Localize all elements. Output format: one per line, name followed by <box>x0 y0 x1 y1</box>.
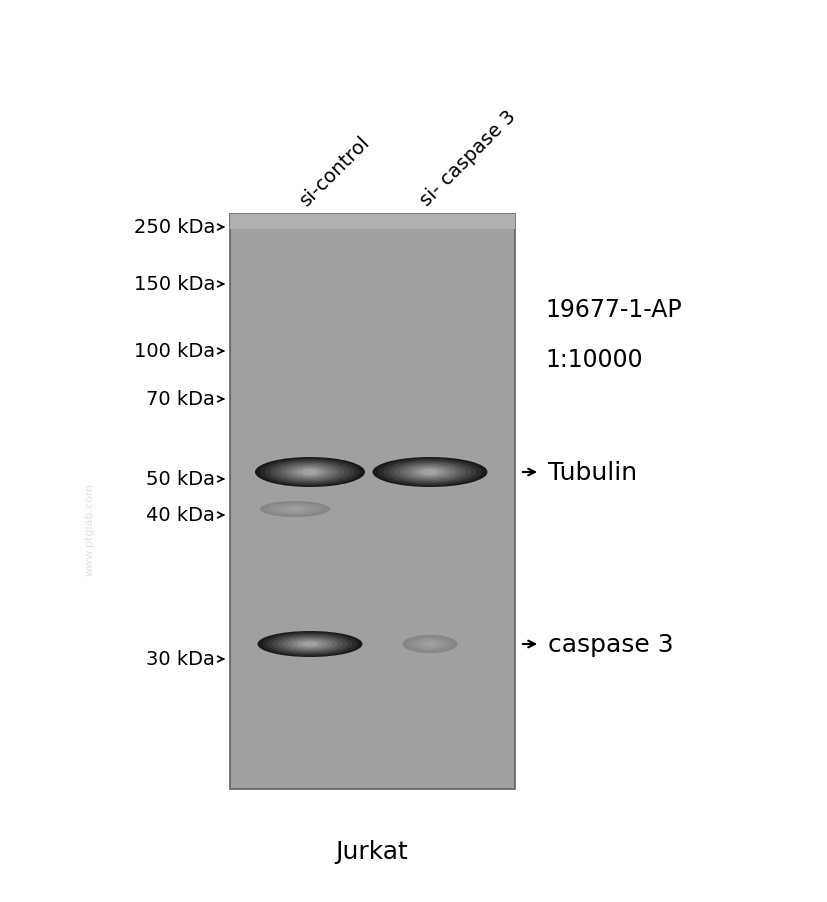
Ellipse shape <box>415 468 443 477</box>
Text: 250 kDa: 250 kDa <box>133 218 215 237</box>
Ellipse shape <box>255 457 365 487</box>
Ellipse shape <box>404 465 454 480</box>
Ellipse shape <box>418 640 440 649</box>
Text: caspase 3: caspase 3 <box>547 632 673 657</box>
Text: si-control: si-control <box>296 133 374 210</box>
Ellipse shape <box>399 465 460 481</box>
Ellipse shape <box>402 635 457 653</box>
Ellipse shape <box>268 503 321 516</box>
Ellipse shape <box>289 508 300 511</box>
Ellipse shape <box>280 465 338 481</box>
Ellipse shape <box>287 639 332 650</box>
Ellipse shape <box>410 467 449 478</box>
Ellipse shape <box>421 469 438 475</box>
Ellipse shape <box>265 460 354 484</box>
Text: 1:10000: 1:10000 <box>544 347 642 372</box>
Ellipse shape <box>302 641 318 647</box>
Ellipse shape <box>405 636 454 652</box>
Ellipse shape <box>301 469 318 475</box>
Text: 70 kDa: 70 kDa <box>146 390 215 409</box>
Ellipse shape <box>260 459 360 486</box>
Ellipse shape <box>282 637 337 651</box>
Text: 19677-1-AP: 19677-1-AP <box>544 298 681 322</box>
Ellipse shape <box>412 639 447 650</box>
Ellipse shape <box>272 635 347 654</box>
Ellipse shape <box>281 506 308 513</box>
Ellipse shape <box>372 457 487 487</box>
Bar <box>230 215 514 230</box>
Text: www.ptglab.com: www.ptglab.com <box>85 483 95 575</box>
Text: si- caspase 3: si- caspase 3 <box>416 106 519 210</box>
Ellipse shape <box>389 462 471 483</box>
Ellipse shape <box>292 640 327 649</box>
Ellipse shape <box>422 641 437 647</box>
Text: Jurkat: Jurkat <box>335 839 408 863</box>
Ellipse shape <box>286 465 333 480</box>
Ellipse shape <box>267 633 352 655</box>
Ellipse shape <box>383 460 476 484</box>
Ellipse shape <box>277 505 313 514</box>
Ellipse shape <box>260 502 330 518</box>
Text: 100 kDa: 100 kDa <box>134 342 215 361</box>
Ellipse shape <box>270 462 349 483</box>
Ellipse shape <box>415 640 443 649</box>
Ellipse shape <box>394 463 466 483</box>
Ellipse shape <box>377 459 481 486</box>
Ellipse shape <box>264 502 325 517</box>
Ellipse shape <box>277 636 342 653</box>
Text: 40 kDa: 40 kDa <box>146 506 215 525</box>
Text: Tubulin: Tubulin <box>547 461 636 484</box>
Ellipse shape <box>425 642 433 646</box>
Text: 50 kDa: 50 kDa <box>146 470 215 489</box>
Text: 30 kDa: 30 kDa <box>146 649 215 668</box>
Ellipse shape <box>296 468 323 477</box>
Ellipse shape <box>275 463 344 483</box>
Ellipse shape <box>297 640 323 648</box>
Ellipse shape <box>409 638 450 651</box>
Text: 150 kDa: 150 kDa <box>133 275 215 294</box>
Ellipse shape <box>285 507 304 512</box>
Bar <box>230 215 514 789</box>
Ellipse shape <box>291 467 328 478</box>
Ellipse shape <box>257 631 362 658</box>
Ellipse shape <box>262 632 357 656</box>
Ellipse shape <box>272 504 317 515</box>
